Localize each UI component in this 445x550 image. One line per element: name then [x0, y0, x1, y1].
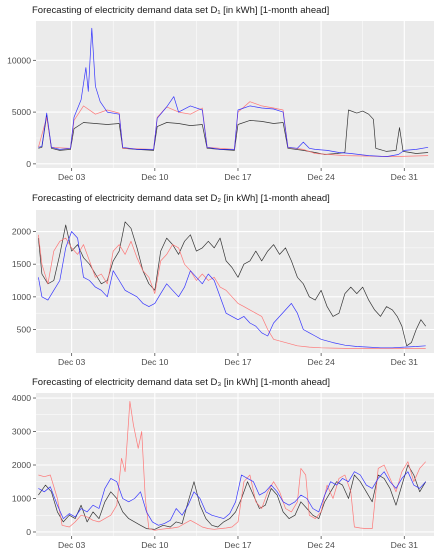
panel-3-x-tick-label: Dec 24 [308, 540, 335, 550]
panel-3-x-tick-label: Dec 31 [391, 540, 418, 550]
panel-1-series-3-line [38, 27, 429, 157]
panel-3-x-tick-label: Dec 17 [224, 540, 251, 550]
panel-1-y-tick-label: 10000 [7, 55, 31, 65]
panel-2-y-tick-label: 2000 [12, 227, 31, 237]
panel-2-series-1-line [38, 221, 426, 347]
panel-1-title: Forecasting of electricity demand data s… [32, 5, 329, 16]
panel-2-x-tick-label: Dec 03 [58, 357, 85, 367]
panel-1-y-tick-label: 0 [26, 159, 31, 169]
panel-2-series-2-line [38, 234, 426, 349]
panel-1-x-tick-label: Dec 03 [58, 172, 85, 182]
panel-2-y-tick-label: 1500 [12, 259, 31, 269]
panel-3-y-tick-label: 3000 [12, 427, 31, 437]
panel-1-x-tick-label: Dec 24 [308, 172, 335, 182]
panel-3-x-tick-label: Dec 10 [141, 540, 168, 550]
panel-1-x-tick-label: Dec 17 [224, 172, 251, 182]
panel-1-x-tick-label: Dec 31 [391, 172, 418, 182]
panel-2-x-tick-label: Dec 17 [224, 357, 251, 367]
panel-2-x-tick-label: Dec 10 [141, 357, 168, 367]
panel-2-x-tick-label: Dec 31 [391, 357, 418, 367]
panel-3-series-2-line [38, 401, 426, 531]
panel-1-x-tick-label: Dec 10 [141, 172, 168, 182]
panel-3-title: Forecasting of electricity demand data s… [32, 377, 330, 388]
panel-3-y-tick-label: 1000 [12, 493, 31, 503]
panel-2-y-tick-label: 500 [17, 324, 32, 334]
panel-3-x-tick-label: Dec 03 [58, 540, 85, 550]
panel-3-series-3-line [38, 471, 426, 526]
panel-3-series-1-line [38, 464, 427, 530]
panel-3-y-tick-label: 0 [26, 527, 31, 537]
panel-2-y-tick-label: 1000 [12, 292, 31, 302]
panel-3-y-tick-label: 2000 [12, 460, 31, 470]
panel-2-series-3-line [38, 231, 426, 349]
panel-2-title: Forecasting of electricity demand data s… [32, 193, 330, 204]
panel-1-y-tick-label: 5000 [12, 107, 31, 117]
panel-2-x-tick-label: Dec 24 [308, 357, 335, 367]
panel-3-y-tick-label: 4000 [12, 393, 31, 403]
panel-1-series-1-line [38, 109, 429, 155]
